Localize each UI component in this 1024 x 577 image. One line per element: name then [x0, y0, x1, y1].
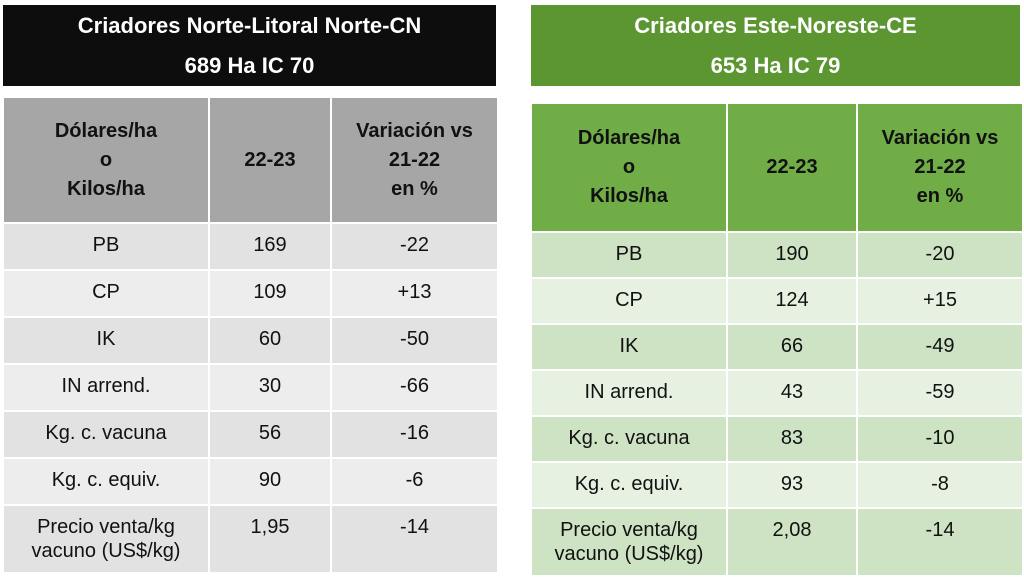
row-variation: -49 [856, 323, 1024, 371]
row-label-line: vacuno (US$/kg) [554, 543, 704, 565]
row-label: IN arrend. [530, 369, 728, 417]
right-header-units: Dólares/ha o Kilos/ha [530, 102, 728, 233]
left-title-line2: 689 Ha IC 70 [184, 52, 315, 78]
row-label: Kg. c. vacuna [530, 415, 728, 463]
right-panel-title: Criadores Este-Noreste-CE 653 Ha IC 79 [531, 5, 1020, 86]
right-title-line2: 653 Ha IC 79 [710, 52, 841, 78]
row-label: IK [2, 316, 210, 365]
row-variation: -16 [330, 410, 499, 459]
row-value: 83 [726, 415, 858, 463]
row-value: 124 [726, 277, 858, 325]
table-row: Precio venta/kg vacuno (US$/kg) 2,08 -14 [530, 507, 1024, 577]
header-variation-line: 21-22 [388, 148, 441, 171]
header-units-line: Kilos/ha [590, 185, 668, 207]
table-row: IN arrend. 30 -66 [2, 363, 499, 412]
left-data-table: Dólares/ha o Kilos/ha 22-23 Variación vs… [2, 96, 499, 574]
row-variation: -14 [856, 507, 1024, 577]
right-header-variation: Variación vs 21-22 en % [856, 102, 1024, 233]
row-value: 169 [208, 222, 332, 271]
row-label: PB [2, 222, 210, 271]
table-row: IN arrend. 43 -59 [530, 369, 1024, 417]
row-label: Kg. c. equiv. [2, 457, 210, 506]
row-label-line: Precio venta/kg [560, 519, 698, 541]
row-value: 109 [208, 269, 332, 318]
left-header-period: 22-23 [208, 96, 332, 224]
row-label: IK [530, 323, 728, 371]
table-row: PB 190 -20 [530, 231, 1024, 279]
row-label: CP [530, 277, 728, 325]
row-value: 66 [726, 323, 858, 371]
left-header-units: Dólares/ha o Kilos/ha [2, 96, 210, 224]
row-variation: -14 [330, 504, 499, 574]
right-data-table: Dólares/ha o Kilos/ha 22-23 Variación vs… [530, 102, 1024, 577]
row-value: 1,95 [208, 504, 332, 574]
left-panel-title: Criadores Norte-Litoral Norte-CN 689 Ha … [3, 5, 496, 86]
right-header-row: Dólares/ha o Kilos/ha 22-23 Variación vs… [530, 102, 1024, 233]
row-variation: -20 [856, 231, 1024, 279]
row-value: 90 [208, 457, 332, 506]
table-row: Precio venta/kg vacuno (US$/kg) 1,95 -14 [2, 504, 499, 574]
header-units-line: o [622, 156, 636, 178]
table-row: Kg. c. vacuna 83 -10 [530, 415, 1024, 463]
row-variation: -8 [856, 461, 1024, 509]
row-variation: -22 [330, 222, 499, 271]
header-units-line: Kilos/ha [67, 177, 145, 200]
left-header-row: Dólares/ha o Kilos/ha 22-23 Variación vs… [2, 96, 499, 224]
table-row: IK 60 -50 [2, 316, 499, 365]
header-units-line: Dólares/ha [54, 119, 158, 142]
row-variation: -10 [856, 415, 1024, 463]
row-label: Precio venta/kg vacuno (US$/kg) [2, 504, 210, 574]
right-header-period: 22-23 [726, 102, 858, 233]
left-title-line1: Criadores Norte-Litoral Norte-CN [77, 12, 422, 38]
row-label: CP [2, 269, 210, 318]
row-label: Kg. c. vacuna [2, 410, 210, 459]
row-label: Kg. c. equiv. [530, 461, 728, 509]
row-variation: -50 [330, 316, 499, 365]
header-units-line: Dólares/ha [577, 127, 681, 149]
row-variation: -66 [330, 363, 499, 412]
row-label-line: Precio venta/kg [37, 516, 175, 538]
row-value: 30 [208, 363, 332, 412]
left-header-variation: Variación vs 21-22 en % [330, 96, 499, 224]
row-variation: +13 [330, 269, 499, 318]
header-variation-line: Variación vs [881, 127, 999, 149]
row-variation: -59 [856, 369, 1024, 417]
header-units-line: o [99, 148, 113, 171]
table-row: Kg. c. vacuna 56 -16 [2, 410, 499, 459]
header-variation-line: en % [391, 177, 438, 200]
row-value: 190 [726, 231, 858, 279]
row-label: Precio venta/kg vacuno (US$/kg) [530, 507, 728, 577]
table-row: CP 124 +15 [530, 277, 1024, 325]
row-variation: +15 [856, 277, 1024, 325]
row-value: 60 [208, 316, 332, 365]
header-variation-line: 21-22 [914, 156, 966, 178]
table-row: PB 169 -22 [2, 222, 499, 271]
table-row: IK 66 -49 [530, 323, 1024, 371]
right-title-line1: Criadores Este-Noreste-CE [634, 12, 917, 38]
row-label: PB [530, 231, 728, 279]
row-value: 43 [726, 369, 858, 417]
row-label: IN arrend. [2, 363, 210, 412]
table-row: Kg. c. equiv. 90 -6 [2, 457, 499, 506]
row-value: 93 [726, 461, 858, 509]
row-value: 2,08 [726, 507, 858, 577]
table-row: Kg. c. equiv. 93 -8 [530, 461, 1024, 509]
row-label-line: vacuno (US$/kg) [31, 540, 181, 562]
row-variation: -6 [330, 457, 499, 506]
table-row: CP 109 +13 [2, 269, 499, 318]
row-value: 56 [208, 410, 332, 459]
header-variation-line: Variación vs [356, 119, 473, 142]
header-variation-line: en % [916, 185, 964, 207]
